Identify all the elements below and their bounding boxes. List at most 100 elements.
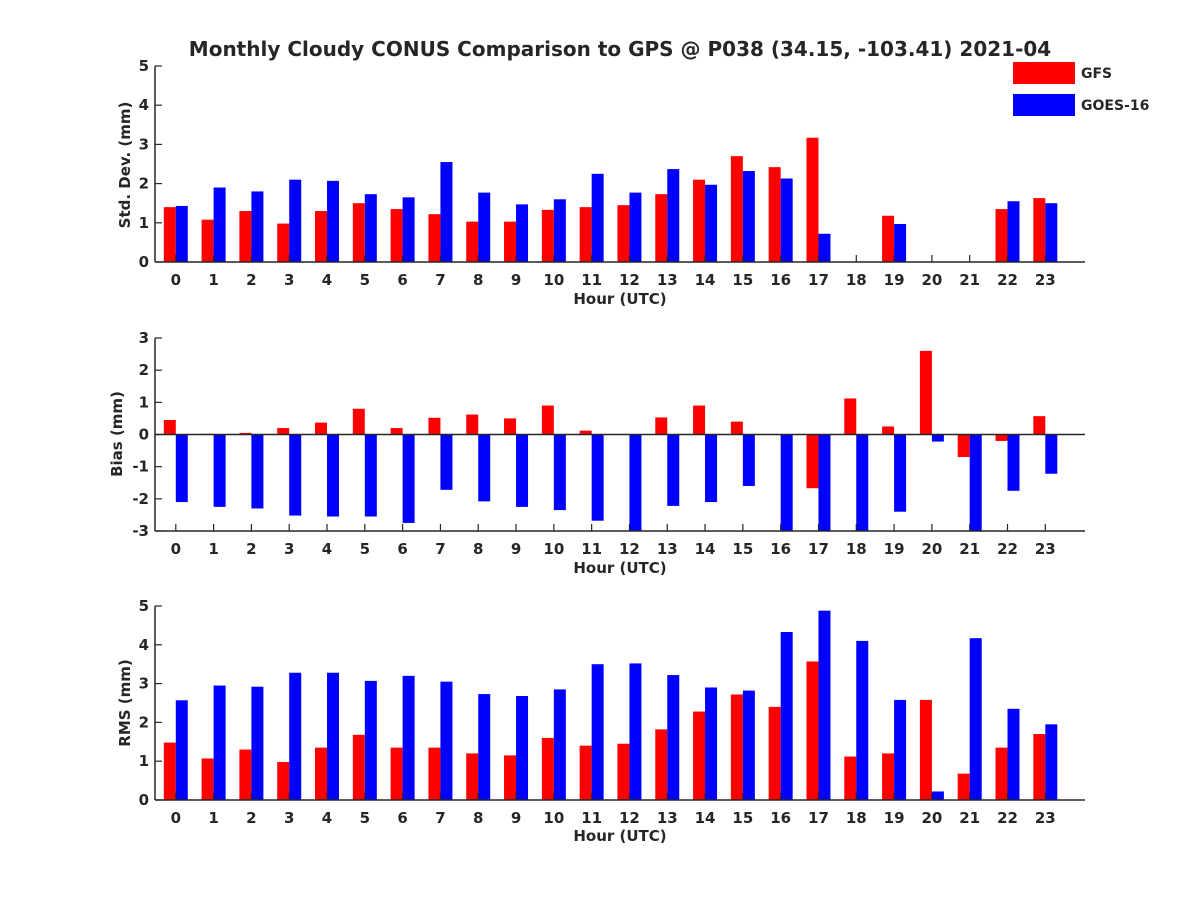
- bar-bias-gfs-5: [352, 408, 365, 435]
- ytick-label-bias--2: -2: [132, 490, 149, 508]
- xtick-label-bias-22: 22: [997, 540, 1018, 558]
- xlabel-bias: Hour (UTC): [573, 559, 666, 577]
- bar-std-dev-gfs-5: [352, 203, 365, 262]
- xtick-label-std-dev-23: 23: [1035, 271, 1056, 289]
- bar-rms-gfs-8: [466, 753, 479, 800]
- xtick-label-bias-23: 23: [1035, 540, 1056, 558]
- bar-rms-gfs-4: [315, 747, 328, 800]
- xtick-label-bias-1: 1: [208, 540, 218, 558]
- xtick-label-rms-5: 5: [360, 809, 370, 827]
- bar-bias-gfs-2: [239, 432, 252, 435]
- bar-std-dev-goes-13: [667, 169, 680, 262]
- xtick-label-bias-20: 20: [921, 540, 942, 558]
- bar-bias-gfs-18: [844, 398, 857, 435]
- bar-rms-goes-7: [440, 681, 453, 800]
- xtick-label-std-dev-18: 18: [846, 271, 867, 289]
- bar-rms-gfs-10: [541, 737, 554, 800]
- bar-bias-goes-14: [705, 434, 718, 503]
- bar-rms-gfs-11: [579, 745, 592, 800]
- bar-bias-gfs-17: [806, 434, 819, 489]
- bar-bias-goes-23: [1045, 434, 1058, 474]
- xtick-label-rms-3: 3: [284, 809, 294, 827]
- bar-bias-goes-10: [553, 434, 566, 511]
- bar-std-dev-gfs-22: [995, 209, 1008, 262]
- xtick-label-rms-1: 1: [208, 809, 218, 827]
- xtick-label-bias-17: 17: [808, 540, 829, 558]
- xtick-label-std-dev-14: 14: [695, 271, 716, 289]
- bar-std-dev-goes-1: [213, 187, 226, 262]
- xtick-label-rms-21: 21: [959, 809, 980, 827]
- bar-std-dev-gfs-13: [655, 194, 668, 262]
- xtick-label-std-dev-21: 21: [959, 271, 980, 289]
- xtick-label-std-dev-2: 2: [246, 271, 256, 289]
- legend-label-goes: GOES-16: [1081, 98, 1149, 114]
- xtick-label-rms-7: 7: [435, 809, 445, 827]
- bar-bias-goes-5: [364, 434, 377, 517]
- bar-rms-gfs-16: [768, 706, 781, 800]
- xtick-label-rms-20: 20: [921, 809, 942, 827]
- bar-std-dev-goes-12: [629, 192, 642, 262]
- bar-std-dev-gfs-14: [693, 179, 706, 262]
- bar-rms-gfs-7: [428, 747, 441, 800]
- bar-bias-gfs-10: [541, 405, 554, 435]
- xtick-label-bias-2: 2: [246, 540, 256, 558]
- bar-rms-goes-14: [705, 687, 718, 800]
- xtick-label-rms-0: 0: [171, 809, 181, 827]
- bar-rms-gfs-13: [655, 729, 668, 800]
- bar-std-dev-gfs-3: [277, 223, 290, 262]
- xtick-label-rms-10: 10: [543, 809, 564, 827]
- bar-rms-goes-20: [931, 791, 944, 800]
- xtick-label-bias-5: 5: [360, 540, 370, 558]
- bar-bias-goes-12: [629, 434, 642, 531]
- bar-std-dev-gfs-19: [882, 215, 895, 262]
- bar-rms-goes-6: [402, 675, 415, 800]
- bar-rms-gfs-23: [1033, 734, 1046, 800]
- bar-bias-goes-3: [289, 434, 302, 516]
- xtick-label-rms-9: 9: [511, 809, 521, 827]
- bar-bias-goes-6: [402, 434, 415, 523]
- bar-std-dev-goes-6: [402, 197, 415, 262]
- bar-std-dev-goes-9: [516, 204, 529, 262]
- legend: GFS GOES-16: [1013, 62, 1149, 116]
- bar-std-dev-goes-15: [742, 171, 755, 262]
- bar-std-dev-goes-7: [440, 162, 453, 262]
- bar-std-dev-gfs-6: [390, 209, 403, 262]
- bar-rms-gfs-22: [995, 747, 1008, 800]
- xtick-label-std-dev-9: 9: [511, 271, 521, 289]
- xtick-label-rms-6: 6: [397, 809, 407, 827]
- bar-std-dev-goes-10: [553, 199, 566, 262]
- xtick-label-bias-11: 11: [581, 540, 602, 558]
- bar-std-dev-gfs-17: [806, 137, 819, 262]
- xtick-label-std-dev-5: 5: [360, 271, 370, 289]
- bar-rms-gfs-1: [201, 758, 214, 800]
- bar-rms-goes-13: [667, 675, 680, 800]
- ytick-label-rms-4: 4: [139, 636, 149, 654]
- xtick-label-std-dev-0: 0: [171, 271, 181, 289]
- bar-std-dev-goes-5: [364, 194, 377, 262]
- bar-rms-goes-0: [175, 700, 188, 800]
- bar-rms-goes-1: [213, 685, 226, 800]
- xtick-label-std-dev-13: 13: [657, 271, 678, 289]
- xtick-label-rms-17: 17: [808, 809, 829, 827]
- xtick-label-rms-19: 19: [884, 809, 905, 827]
- ytick-label-rms-1: 1: [139, 752, 149, 770]
- bar-bias-goes-4: [327, 434, 340, 517]
- bar-rms-gfs-14: [693, 711, 706, 800]
- bar-std-dev-goes-3: [289, 179, 302, 262]
- bar-rms-gfs-17: [806, 661, 819, 800]
- xtick-label-bias-18: 18: [846, 540, 867, 558]
- bar-rms-gfs-9: [504, 755, 517, 800]
- bar-bias-gfs-0: [163, 420, 176, 435]
- bar-rms-goes-12: [629, 663, 642, 800]
- xtick-label-bias-13: 13: [657, 540, 678, 558]
- ytick-label-rms-3: 3: [139, 675, 149, 693]
- xtick-label-rms-12: 12: [619, 809, 640, 827]
- bar-bias-gfs-3: [277, 428, 290, 435]
- ytick-label-bias-1: 1: [139, 393, 149, 411]
- xtick-label-bias-14: 14: [695, 540, 716, 558]
- bar-bias-gfs-22: [995, 434, 1008, 441]
- xtick-label-rms-22: 22: [997, 809, 1018, 827]
- bar-bias-goes-13: [667, 434, 680, 506]
- xtick-label-bias-7: 7: [435, 540, 445, 558]
